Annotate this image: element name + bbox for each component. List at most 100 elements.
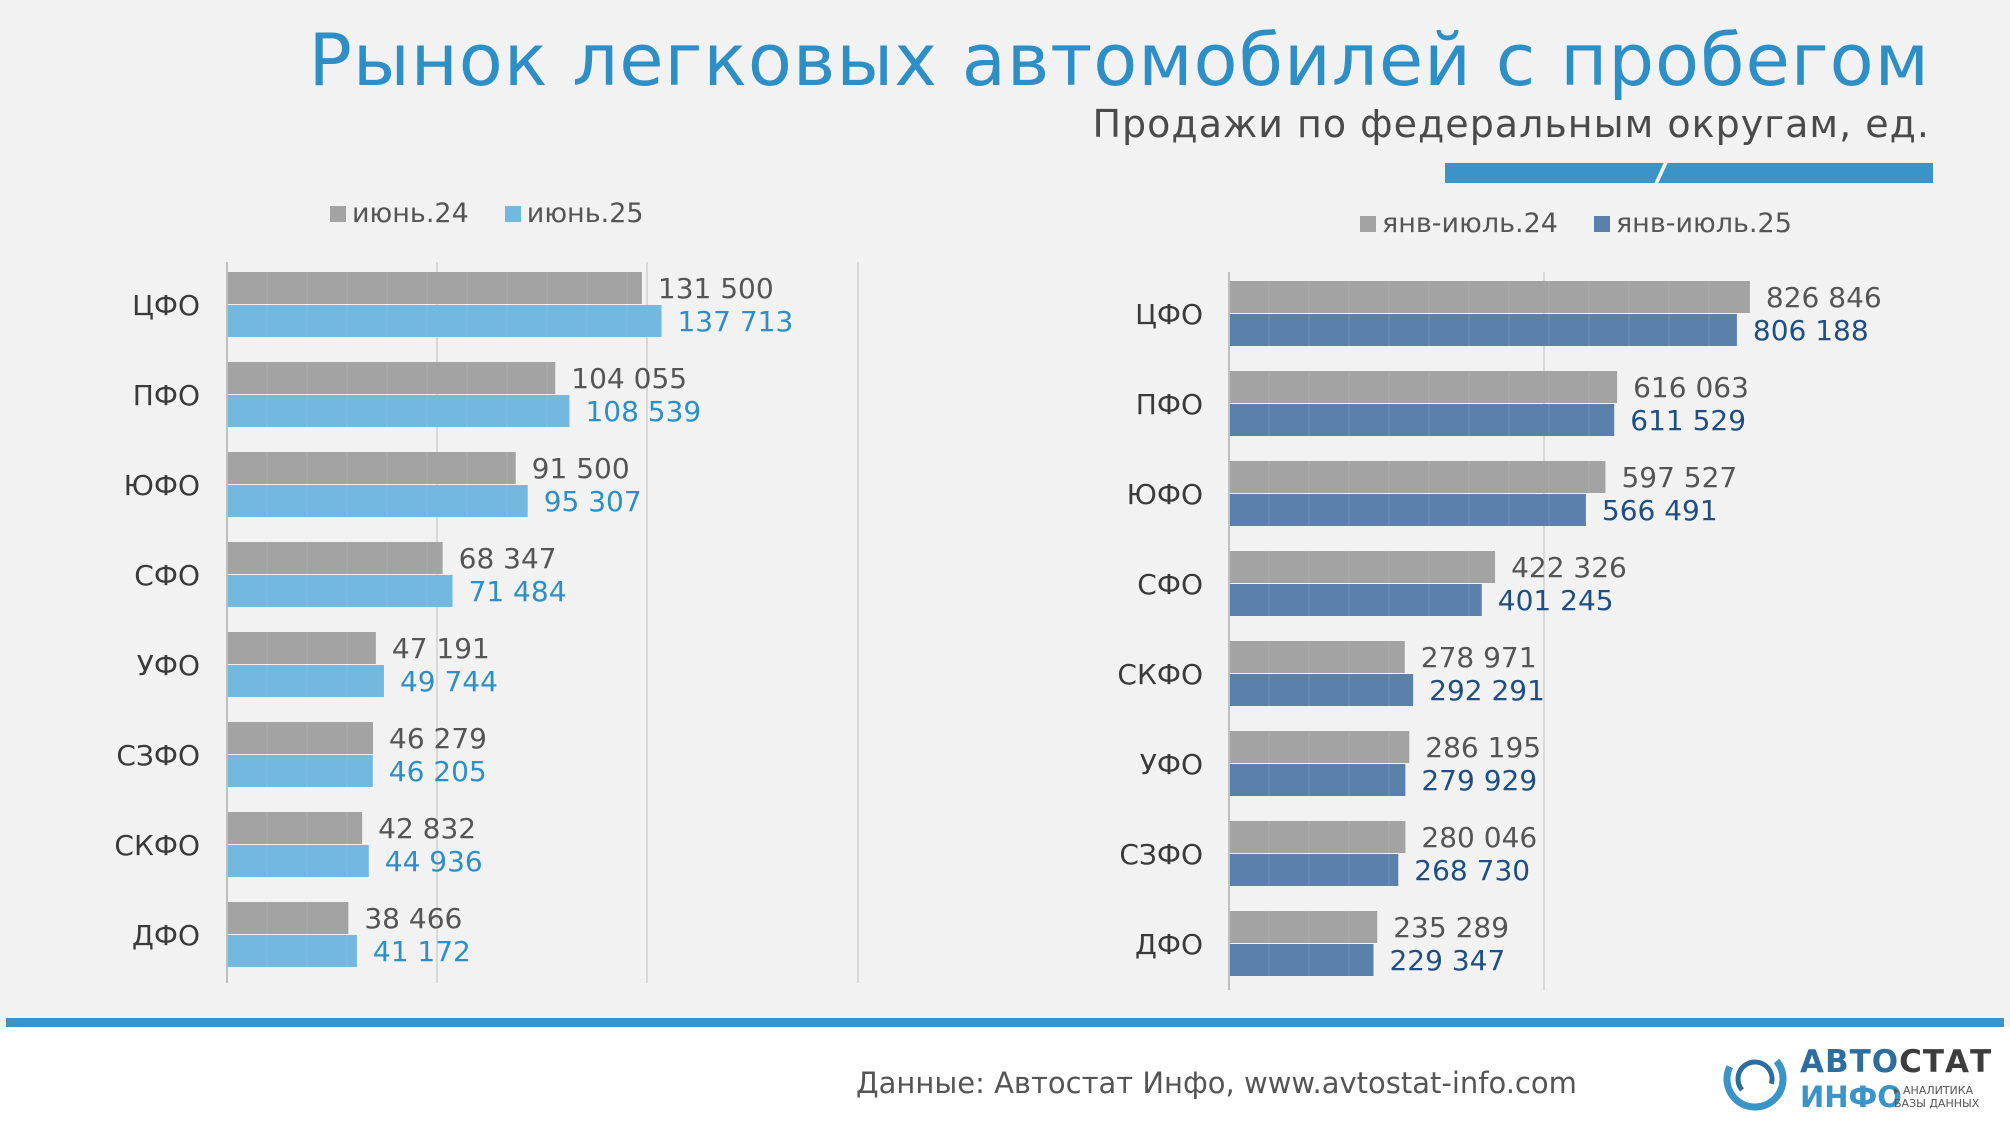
bar	[1229, 821, 1406, 853]
data-label: 401 245	[1498, 584, 1614, 617]
data-label: 806 188	[1753, 314, 1869, 347]
data-label: 71 484	[469, 575, 567, 608]
bar	[1229, 764, 1406, 796]
data-label: 826 846	[1766, 281, 1882, 314]
legend-swatch	[504, 205, 521, 222]
footer	[0, 1027, 2010, 1128]
legend-item: янв-июль.25	[1593, 208, 1792, 239]
category-label: ЮФО	[1127, 478, 1203, 511]
bar	[227, 632, 376, 664]
category-label: ПФО	[1136, 388, 1203, 421]
legend-label: янв-июль.24	[1382, 208, 1558, 239]
bar	[1229, 911, 1378, 943]
legend-label: июнь.24	[352, 198, 469, 229]
legend-swatch	[1593, 215, 1610, 232]
data-label: 108 539	[585, 395, 701, 428]
data-label: 42 832	[378, 812, 476, 845]
data-label: 597 527	[1621, 461, 1737, 494]
category-label: ЦФО	[1135, 298, 1203, 331]
category-label: УФО	[1140, 748, 1203, 781]
data-label: 566 491	[1602, 494, 1718, 527]
data-label: 44 936	[385, 845, 483, 878]
bar	[227, 935, 357, 967]
data-label: 278 971	[1421, 641, 1537, 674]
legend-item: июнь.24	[330, 198, 469, 229]
bar	[1229, 731, 1410, 763]
category-label: ДФО	[1135, 928, 1203, 961]
data-label: 235 289	[1393, 911, 1509, 944]
source-note: Данные: Автостат Инфо, www.avtostat-info…	[856, 1066, 1577, 1100]
data-label: 95 307	[544, 485, 642, 518]
bar	[227, 305, 662, 337]
category-label: ЮФО	[124, 469, 200, 502]
data-label: 616 063	[1633, 371, 1749, 404]
bar	[1229, 641, 1405, 673]
bar	[227, 272, 642, 304]
category-label: СФО	[134, 559, 200, 592]
bar	[1229, 461, 1606, 493]
bar	[1229, 281, 1750, 313]
category-label: УФО	[137, 649, 200, 682]
page-subtitle: Продажи по федеральным округам, ед.	[1092, 102, 1930, 146]
data-label: 611 529	[1630, 404, 1746, 437]
bar	[227, 665, 384, 697]
legend-item: янв-июль.24	[1360, 208, 1558, 239]
legend-label: июнь.25	[526, 198, 644, 229]
bar	[227, 542, 443, 574]
category-label: ДФО	[132, 919, 200, 952]
data-label: 280 046	[1421, 821, 1537, 854]
legend-swatch	[1360, 215, 1376, 232]
bar	[1229, 944, 1374, 976]
logo-brand-name: АВТОСТАТ	[1800, 1044, 1993, 1080]
bar	[227, 722, 374, 754]
bar	[1229, 404, 1615, 436]
category-label: ЦФО	[132, 289, 200, 322]
bar	[227, 485, 528, 517]
data-label: 46 279	[389, 722, 487, 755]
data-label: 292 291	[1429, 674, 1545, 707]
bar	[227, 755, 373, 787]
logo-ring-icon	[1723, 1047, 1787, 1111]
bar	[1229, 371, 1618, 403]
bar	[227, 812, 363, 844]
logo-brand-sub: ИНФО	[1800, 1080, 1902, 1114]
category-label: ПФО	[133, 379, 200, 412]
data-label: 68 347	[459, 542, 557, 575]
legend-left: июнь.24 июнь.25	[330, 198, 644, 229]
data-label: 279 929	[1421, 764, 1537, 797]
data-label: 286 195	[1425, 731, 1541, 764]
category-label: СКФО	[114, 829, 200, 862]
bar	[1229, 314, 1737, 346]
bar	[1229, 854, 1399, 886]
data-label: 229 347	[1389, 944, 1505, 977]
data-label: 131 500	[658, 272, 774, 305]
bar	[1229, 551, 1496, 583]
bar	[227, 452, 516, 484]
category-label: СЗФО	[116, 739, 200, 772]
bar	[227, 395, 570, 427]
logo-tagline: ▸ АНАЛИТИКА БАЗЫ ДАННЫХ	[1894, 1084, 1980, 1110]
category-label: СФО	[1137, 568, 1203, 601]
bar	[1229, 494, 1586, 526]
legend-item: июнь.25	[504, 198, 644, 229]
page-title: Рынок легковых автомобилей с пробегом	[308, 18, 1930, 102]
brand-logo[interactable]: АВТОСТАТ ИНФО ▸ АНАЛИТИКА БАЗЫ ДАННЫХ	[1722, 1044, 1991, 1118]
data-label: 41 172	[373, 935, 471, 968]
data-label: 49 744	[400, 665, 498, 698]
bar	[227, 902, 349, 934]
bar	[227, 362, 556, 394]
bar	[227, 845, 369, 877]
category-label: СЗФО	[1119, 838, 1203, 871]
footer-divider	[6, 1018, 2004, 1027]
legend-swatch	[330, 205, 346, 222]
data-label: 268 730	[1414, 854, 1530, 887]
category-label: СКФО	[1117, 658, 1203, 691]
data-label: 38 466	[364, 902, 462, 935]
data-label: 46 205	[389, 755, 487, 788]
data-label: 104 055	[571, 362, 687, 395]
legend-right: янв-июль.24 янв-июль.25	[1360, 208, 1792, 239]
bar	[227, 575, 453, 607]
legend-label: янв-июль.25	[1615, 208, 1792, 239]
